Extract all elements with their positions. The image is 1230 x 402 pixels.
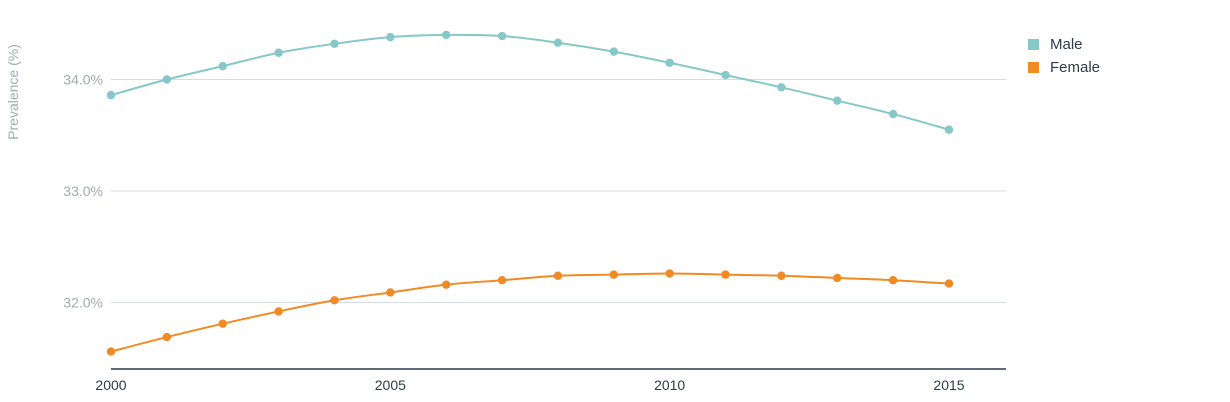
data-point-male: [944, 125, 954, 134]
data-point-female: [777, 271, 786, 280]
data-point-male: [106, 90, 116, 100]
legend-label: Male: [1050, 36, 1083, 53]
data-point-male: [274, 48, 283, 57]
data-point-female: [888, 276, 898, 285]
data-point-male: [665, 58, 674, 67]
legend-item-male[interactable]: Male: [1028, 33, 1100, 56]
legend-item-female[interactable]: Female: [1028, 56, 1100, 79]
data-point-male: [442, 30, 451, 40]
y-tick-label: 32.0%: [63, 295, 103, 311]
data-point-male: [888, 109, 898, 119]
x-tick-label: 2005: [375, 377, 406, 393]
y-tick-label: 34.0%: [63, 72, 103, 88]
x-tick-label: 2010: [654, 377, 685, 393]
data-point-female: [162, 332, 172, 342]
legend: Male Female: [1028, 33, 1100, 79]
data-point-male: [386, 32, 395, 42]
series-line-male: [110, 33, 950, 131]
data-point-male: [721, 70, 730, 80]
y-tick-label: 33.0%: [63, 183, 103, 199]
data-point-female: [833, 273, 842, 283]
data-point-female: [330, 296, 339, 305]
data-point-male: [609, 47, 618, 56]
data-point-male: [833, 96, 842, 105]
legend-label: Female: [1050, 59, 1101, 76]
data-point-female: [497, 276, 507, 285]
data-point-female: [386, 288, 395, 297]
data-point-female: [944, 279, 954, 288]
data-point-female: [218, 319, 227, 328]
y-axis-label: Prevalence (%): [5, 44, 21, 140]
legend-swatch: [1028, 39, 1039, 50]
series-line-female: [110, 272, 950, 353]
data-point-male: [497, 31, 507, 41]
data-point-female: [442, 280, 451, 289]
data-point-male: [777, 83, 786, 92]
x-tick-label: 2000: [95, 377, 126, 393]
legend-swatch: [1028, 62, 1039, 73]
data-point-female: [721, 270, 730, 279]
data-point-female: [106, 347, 116, 356]
data-point-female: [665, 269, 674, 278]
x-tick-label: 2015: [933, 377, 964, 393]
data-point-female: [609, 270, 618, 279]
data-point-female: [553, 271, 563, 280]
data-point-male: [330, 39, 339, 49]
data-point-male: [218, 61, 227, 71]
data-point-male: [162, 75, 172, 84]
data-point-male: [553, 38, 563, 47]
data-point-female: [274, 307, 283, 316]
